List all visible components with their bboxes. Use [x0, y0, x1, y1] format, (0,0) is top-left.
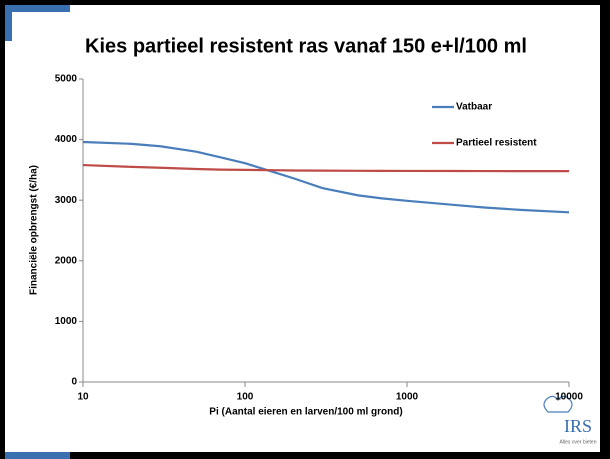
- series-line: [82, 140, 570, 214]
- y-tick-label: 4000: [55, 134, 78, 145]
- x-tick-label: 100: [237, 392, 254, 403]
- legend-label: Vatbaar: [456, 102, 492, 113]
- chart-title: Kies partieel resistent ras vanaf 150 e+…: [85, 35, 527, 57]
- logo-name: IRS: [564, 416, 592, 436]
- series-line: [82, 163, 569, 173]
- x-tick-label: 10000: [555, 392, 583, 403]
- accent-bottom: [5, 452, 70, 459]
- logo-tagline: Alles over bieten: [560, 439, 597, 445]
- y-tick-label: 3000: [55, 195, 78, 206]
- logo: IRS Alles over bieten: [543, 395, 597, 445]
- x-axis-label: Pi (Aantal eieren en larven/100 ml grond…: [209, 407, 402, 418]
- y-axis-label: Financiële opbrengst (€/ha): [29, 165, 40, 295]
- x-tick-label: 10: [77, 392, 89, 403]
- accent-left: [5, 5, 12, 41]
- y-tick-label: 0: [71, 377, 77, 388]
- y-tick-label: 1000: [55, 316, 78, 327]
- y-tick-label: 5000: [55, 74, 78, 85]
- slide-bg: [5, 5, 600, 452]
- x-tick-label: 1000: [396, 392, 419, 403]
- logo-icon: [543, 395, 573, 413]
- legend-label: Partieel resistent: [456, 138, 537, 149]
- y-tick-label: 2000: [55, 255, 78, 266]
- accent-top: [5, 5, 70, 12]
